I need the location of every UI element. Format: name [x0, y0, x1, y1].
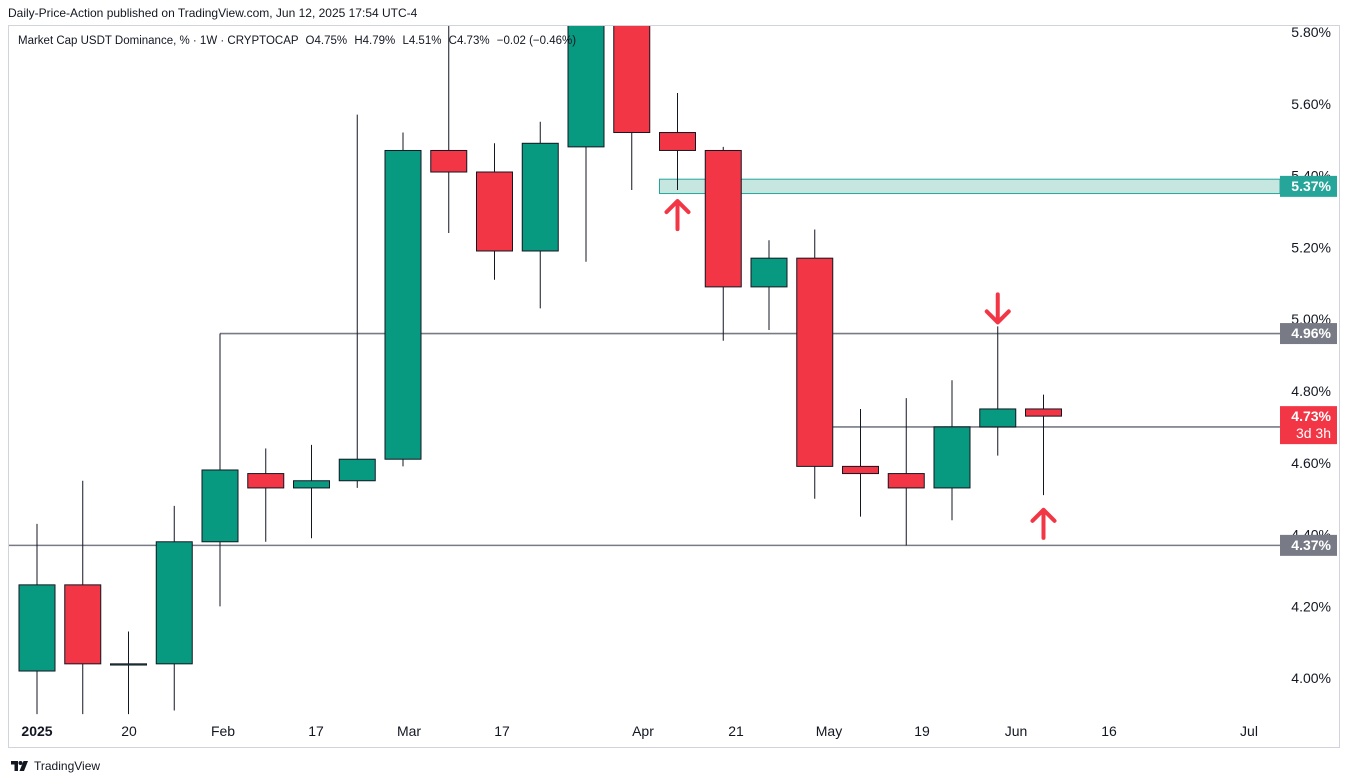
y-tick-label: 5.80%: [1291, 24, 1331, 40]
zone-price-tag-bg: [1280, 175, 1337, 197]
candle: [430, 26, 468, 234]
candle-body: [613, 26, 651, 134]
candle: [293, 444, 330, 539]
footer-brand[interactable]: TradingView: [11, 759, 100, 773]
candle: [796, 229, 834, 499]
candle-body: [155, 541, 193, 665]
arrow-down-icon: [984, 292, 1011, 325]
candle-body: [201, 469, 239, 543]
x-tick-label: 19: [914, 723, 930, 739]
y-tick-label: 5.60%: [1291, 96, 1331, 112]
candle: [567, 26, 605, 262]
legend-change: −0.02 (−0.46%): [496, 35, 577, 47]
legend-low: L4.51%: [402, 35, 442, 47]
candle-body: [567, 26, 605, 148]
candle-body: [750, 257, 788, 288]
zone-price-tag: 5.37%: [1291, 178, 1331, 194]
candle: [384, 132, 422, 467]
arrow-up-icon: [664, 199, 691, 232]
candle: [842, 408, 879, 517]
legend-close: C4.73%: [448, 35, 490, 47]
x-tick-label: Mar: [397, 723, 421, 739]
candle: [64, 480, 102, 715]
candle: [247, 448, 285, 542]
y-tick-label: 5.20%: [1291, 239, 1331, 255]
candle-body: [293, 480, 330, 489]
candle-body: [979, 408, 1017, 428]
candle-body: [430, 149, 468, 173]
publisher-header: Daily-Price-Action published on TradingV…: [8, 6, 418, 20]
level-price-tag: 4.96%: [1291, 325, 1331, 341]
x-tick-label: 17: [494, 723, 510, 739]
candle: [613, 26, 651, 190]
last-price-tag: 4.73%: [1291, 408, 1331, 424]
candle-body: [1025, 408, 1062, 417]
last-price-tag-bg: [1280, 406, 1337, 445]
candle-body: [887, 473, 925, 489]
x-tick-label: 17: [308, 723, 324, 739]
arrows-layer: [664, 199, 1057, 540]
level-price-tag: 4.37%: [1291, 537, 1331, 553]
candle: [887, 398, 925, 546]
x-tick-label: 16: [1101, 723, 1117, 739]
symbol-legend: Market Cap USDT Dominance, % · 1W · CRYP…: [18, 35, 576, 47]
y-tick-label: 4.80%: [1291, 383, 1331, 399]
x-tick-label: Feb: [211, 723, 235, 739]
candle-body: [338, 458, 376, 482]
candle: [338, 114, 376, 488]
candle-body: [704, 149, 742, 288]
x-tick-label: 2025: [21, 723, 52, 739]
levels-layer: [9, 178, 1280, 547]
level-price-tag-bg: [1280, 534, 1337, 556]
candle: [476, 143, 513, 280]
candles-layer: [18, 26, 1062, 715]
y-tick-label: 4.00%: [1291, 670, 1331, 686]
chart-frame: [8, 25, 1340, 748]
candle: [659, 93, 696, 190]
x-tick-label: Jun: [1005, 723, 1028, 739]
legend-high: H4.79%: [354, 35, 396, 47]
candle-body: [18, 584, 56, 672]
candle-body: [796, 257, 834, 467]
resistance-zone: [659, 178, 1280, 195]
legend-symbol: Market Cap USDT Dominance, % · 1W · CRYP…: [18, 35, 299, 47]
candle: [704, 146, 742, 341]
y-tick-label: 4.60%: [1291, 455, 1331, 471]
candle-body: [933, 426, 971, 489]
x-tick-label: 21: [728, 723, 744, 739]
countdown-label: 3d 3h: [1296, 425, 1331, 441]
candle-body: [247, 473, 285, 489]
y-tick-label: 4.20%: [1291, 598, 1331, 614]
candle: [201, 333, 239, 607]
candle: [155, 505, 193, 711]
candle: [521, 121, 559, 309]
tradingview-logo-icon: [11, 761, 28, 771]
candle-body: [476, 171, 513, 252]
candle: [979, 326, 1017, 456]
x-tick-label: May: [816, 723, 842, 739]
axis-layer: 5.80%5.60%5.40%5.20%5.00%4.80%4.60%4.40%…: [21, 24, 1337, 739]
x-tick-label: 20: [121, 723, 137, 739]
candle: [933, 380, 971, 521]
candle: [110, 631, 147, 715]
candle-body: [64, 584, 102, 665]
footer-brand-label: TradingView: [34, 759, 101, 773]
arrow-up-icon: [1030, 507, 1057, 540]
candle: [1025, 394, 1062, 496]
candle-body: [842, 465, 879, 475]
legend-open: O4.75%: [305, 35, 348, 47]
candle: [18, 523, 56, 715]
candle-body: [384, 149, 422, 460]
x-tick-label: Apr: [632, 723, 654, 739]
candle: [750, 240, 788, 330]
candle-body: [521, 142, 559, 252]
x-tick-label: Jul: [1240, 723, 1258, 739]
level-price-tag-bg: [1280, 323, 1337, 345]
candle-body: [659, 132, 696, 151]
candle-body: [110, 663, 147, 666]
